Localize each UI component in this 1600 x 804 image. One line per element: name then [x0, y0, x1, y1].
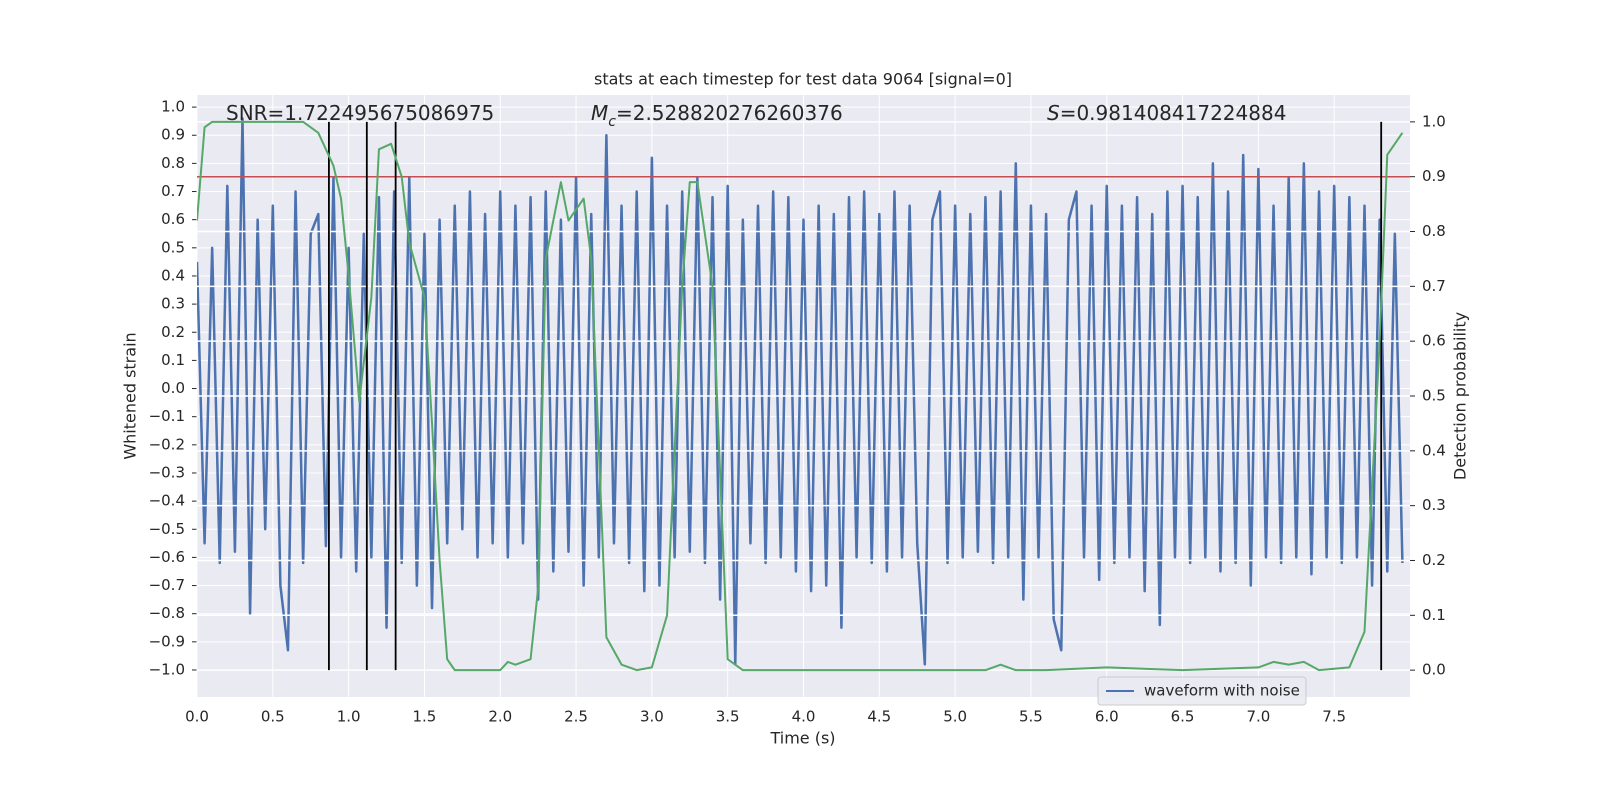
annotation-text: =2.528820276260376	[616, 101, 843, 125]
y2-tick-label: 0.9	[1422, 167, 1446, 185]
x-tick-label: 7.0	[1246, 708, 1270, 726]
legend-label: waveform with noise	[1144, 682, 1300, 700]
y2-tick-label: 0.3	[1422, 496, 1446, 514]
y-tick-label: 0.5	[161, 238, 185, 256]
y-tick-label: 0.9	[161, 126, 185, 144]
x-tick-label: 4.0	[792, 708, 816, 726]
x-tick-label: 3.5	[716, 708, 740, 726]
y-tick-label: −0.9	[149, 632, 185, 650]
x-tick-label: 0.5	[261, 708, 285, 726]
annotation: Mc=2.528820276260376	[591, 101, 843, 131]
y2-tick-label: 0.7	[1422, 277, 1446, 295]
annotation-subscript: c	[608, 114, 616, 130]
y-tick-label: −0.6	[149, 548, 185, 566]
y-tick-label: −0.1	[149, 407, 185, 425]
chart-title: stats at each timestep for test data 906…	[594, 70, 1012, 89]
y-tick-label: 0.1	[161, 351, 185, 369]
legend-box	[1097, 676, 1307, 706]
y-tick-label: −0.5	[149, 520, 185, 538]
y-tick-label: 0.3	[161, 295, 185, 313]
y-tick-label: −0.7	[149, 576, 185, 594]
y2-tick-label: 0.5	[1422, 387, 1446, 405]
y-tick-label: −1.0	[149, 660, 185, 678]
plot-layer	[197, 120, 1410, 672]
y2-tick-label: 0.0	[1422, 661, 1446, 679]
probability-line	[197, 120, 1404, 672]
x-tick-label: 4.5	[867, 708, 891, 726]
x-tick-label: 1.5	[413, 708, 437, 726]
y2-tick-label: 1.0	[1422, 112, 1446, 130]
x-tick-label: 7.5	[1322, 708, 1346, 726]
y-tick-label: 0.6	[161, 210, 185, 228]
y-tick-label: 0.0	[161, 379, 185, 397]
x-tick-label: 0.0	[185, 708, 209, 726]
x-tick-label: 5.0	[943, 708, 967, 726]
y2-tick-label: 0.4	[1422, 441, 1446, 459]
x-tick-label: 6.0	[1095, 708, 1119, 726]
y2-axis-label: Detection probability	[1451, 312, 1470, 480]
y2-tick-label: 0.8	[1422, 222, 1446, 240]
y-tick-label: −0.3	[149, 463, 185, 481]
annotation-text: =0.981408417224884	[1060, 101, 1287, 125]
y-tick-label: −0.4	[149, 492, 185, 510]
x-axis-label: Time (s)	[769, 729, 835, 748]
y-tick-label: 0.2	[161, 323, 185, 341]
y-tick-label: 0.8	[161, 154, 185, 172]
y-tick-label: 0.4	[161, 266, 185, 284]
y2-tick-label: 0.2	[1422, 551, 1446, 569]
y-tick-label: −0.2	[149, 435, 185, 453]
y2-tick-label: 0.1	[1422, 606, 1446, 624]
y-tick-label: 0.7	[161, 182, 185, 200]
annotation: S=0.981408417224884	[1047, 101, 1286, 125]
x-tick-label: 6.5	[1171, 708, 1195, 726]
x-tick-label: 2.0	[488, 708, 512, 726]
y-tick-label: −0.8	[149, 604, 185, 622]
y-tick-label: 1.0	[161, 98, 185, 116]
x-tick-label: 2.5	[564, 708, 588, 726]
annotation: SNR=1.722495675086975	[226, 101, 494, 125]
annotation-symbol: S	[1047, 101, 1060, 125]
annotation-text: SNR=1.722495675086975	[226, 101, 494, 125]
x-tick-label: 1.0	[337, 708, 361, 726]
annotation-symbol: M	[591, 101, 608, 125]
y-axis-label: Whitened strain	[121, 332, 140, 459]
x-tick-label: 3.0	[640, 708, 664, 726]
y2-tick-label: 0.6	[1422, 332, 1446, 350]
x-tick-label: 5.5	[1019, 708, 1043, 726]
